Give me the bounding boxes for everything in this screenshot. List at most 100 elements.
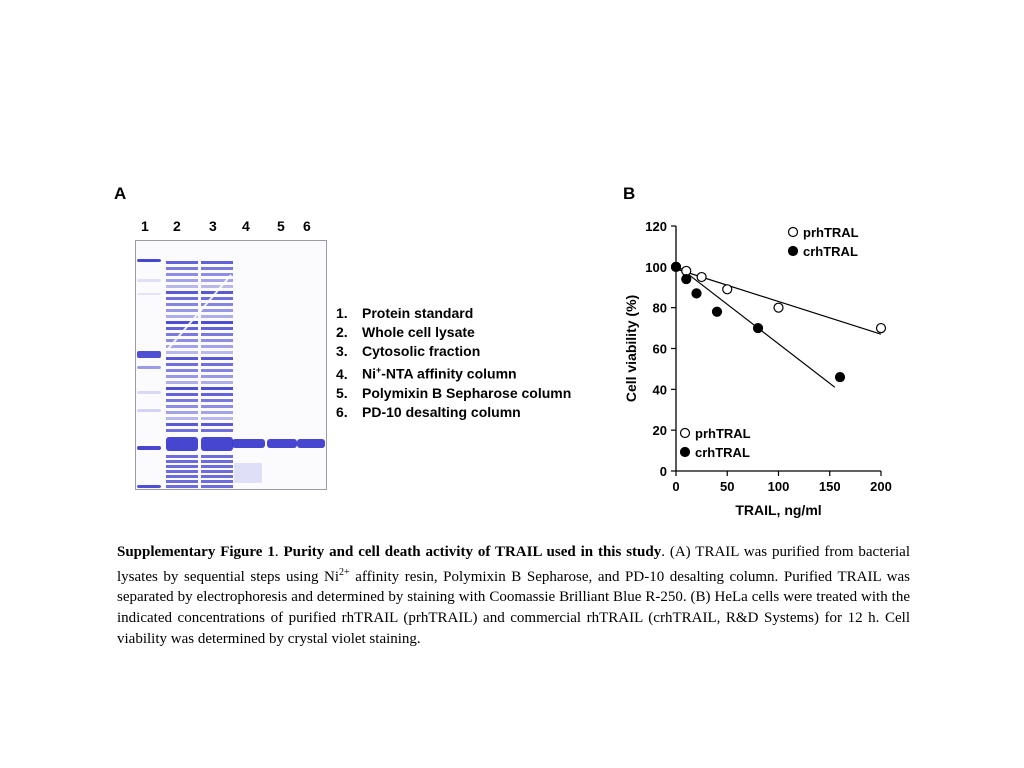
gel-band bbox=[166, 480, 198, 483]
data-point-crhtral bbox=[681, 273, 692, 285]
sds-page-gel-image bbox=[135, 240, 327, 490]
lane-number: 5 bbox=[277, 218, 285, 234]
panel-b-label: B bbox=[623, 184, 636, 203]
gel-band bbox=[166, 303, 198, 306]
gel-band bbox=[201, 405, 233, 408]
gel-band bbox=[201, 455, 233, 458]
data-point-prhtral bbox=[722, 284, 733, 295]
gel-band bbox=[201, 480, 233, 483]
gel-band bbox=[166, 261, 198, 264]
gel-lanes-graphic bbox=[137, 259, 325, 488]
gel-band bbox=[166, 417, 198, 420]
legend-label: prhTRAL bbox=[695, 426, 751, 441]
y-tick-label: 60 bbox=[653, 342, 667, 357]
legend-label: crhTRAL bbox=[803, 244, 858, 259]
data-point-crhtral bbox=[834, 371, 846, 383]
viability-chart-svg: 0 20 40 60 80 100 120 0 50 100 150 200 TRAIL, ng/ml C… bbox=[623, 219, 892, 518]
gel-band bbox=[201, 273, 233, 276]
gel-band bbox=[166, 339, 198, 342]
gel-band bbox=[137, 366, 161, 369]
caption-text: affinity resin, Polymixin B Sepharose, a… bbox=[117, 568, 910, 647]
gel-band bbox=[201, 267, 233, 270]
lane-number: 3 bbox=[209, 218, 217, 234]
gel-band bbox=[201, 339, 233, 342]
gel-band bbox=[201, 417, 233, 420]
gel-band bbox=[166, 423, 198, 426]
legend-label: prhTRAL bbox=[803, 225, 859, 240]
lane-number: 1 bbox=[141, 218, 149, 234]
x-axis-label: TRAIL, ng/ml bbox=[735, 502, 821, 518]
gel-band bbox=[166, 273, 198, 276]
data-point-crhtral bbox=[691, 288, 702, 299]
gel-band bbox=[201, 327, 233, 330]
gel-band bbox=[201, 460, 233, 463]
gel-band bbox=[201, 279, 233, 282]
y-tick-label: 120 bbox=[645, 219, 667, 234]
lane-legend-item: 4. Ni+-NTA affinity column bbox=[336, 365, 517, 382]
gel-band bbox=[166, 460, 198, 463]
gel-band bbox=[166, 285, 198, 288]
data-point-prhtral bbox=[773, 302, 784, 313]
gel-band bbox=[137, 485, 161, 488]
gel-band bbox=[232, 439, 265, 448]
gel-band bbox=[166, 267, 198, 270]
lane-number: 4 bbox=[242, 218, 250, 234]
gel-band bbox=[297, 439, 325, 448]
x-tick-label: 150 bbox=[819, 479, 841, 494]
gel-band bbox=[166, 333, 198, 336]
data-point-prhtral bbox=[875, 322, 887, 334]
gel-band bbox=[201, 387, 233, 390]
gel-band bbox=[137, 293, 161, 295]
gel-band bbox=[166, 345, 198, 348]
gel-band bbox=[166, 351, 198, 354]
gel-band bbox=[201, 485, 233, 488]
data-point-crhtral bbox=[752, 322, 764, 334]
gel-band bbox=[166, 309, 198, 312]
gel-band bbox=[201, 399, 233, 402]
gel-band bbox=[166, 475, 198, 478]
gel-scratch bbox=[167, 274, 232, 350]
gel-band bbox=[166, 437, 198, 451]
gel-band bbox=[166, 369, 198, 372]
y-tick-label: 20 bbox=[653, 423, 667, 438]
lane-number: 2 bbox=[173, 218, 181, 234]
gel-band bbox=[166, 357, 198, 360]
data-point-crhtral bbox=[711, 306, 723, 317]
legend-label: crhTRAL bbox=[695, 445, 750, 460]
y-tick-label: 100 bbox=[645, 260, 667, 275]
gel-band bbox=[267, 439, 297, 448]
gel-band bbox=[166, 429, 198, 432]
y-tick-label: 40 bbox=[653, 382, 667, 397]
fit-line-prhtral bbox=[675, 268, 882, 335]
legend-marker bbox=[787, 226, 799, 238]
gel-band bbox=[166, 387, 198, 390]
gel-band bbox=[201, 351, 233, 354]
gel-band bbox=[201, 303, 233, 306]
x-tick-label: 200 bbox=[870, 479, 892, 494]
data-point-prhtral bbox=[696, 271, 707, 283]
gel-band bbox=[166, 465, 198, 468]
gel-band bbox=[201, 423, 233, 426]
lane-legend-item: 1. Protein standard bbox=[336, 305, 474, 321]
gel-band bbox=[166, 470, 198, 473]
gel-band bbox=[201, 321, 233, 324]
gel-band bbox=[166, 381, 198, 384]
x-tick-label: 100 bbox=[768, 479, 790, 494]
gel-band bbox=[201, 357, 233, 360]
lane-legend-item: 3. Cytosolic fraction bbox=[336, 343, 481, 359]
lane-legend-list: 1. Protein standard 2. Whole cell lysate 3… bbox=[336, 304, 571, 422]
lane-legend-item: 6. PD-10 desalting column bbox=[336, 403, 521, 420]
gel-band bbox=[166, 315, 198, 318]
gel-lane-numbers: 1 2 3 4 5 6 bbox=[130, 218, 330, 238]
lane-number: 6 bbox=[303, 218, 311, 234]
caption-title: Purity and cell death activity of TRAIL … bbox=[283, 544, 662, 560]
gel-band bbox=[166, 297, 198, 300]
data-point-crhtral bbox=[670, 261, 682, 272]
gel-band bbox=[201, 429, 233, 432]
gel-band bbox=[201, 381, 233, 384]
gel-band bbox=[137, 446, 161, 450]
gel-band bbox=[201, 470, 233, 473]
gel-band bbox=[201, 393, 233, 396]
gel-band bbox=[201, 369, 233, 372]
gel-band bbox=[137, 259, 161, 262]
